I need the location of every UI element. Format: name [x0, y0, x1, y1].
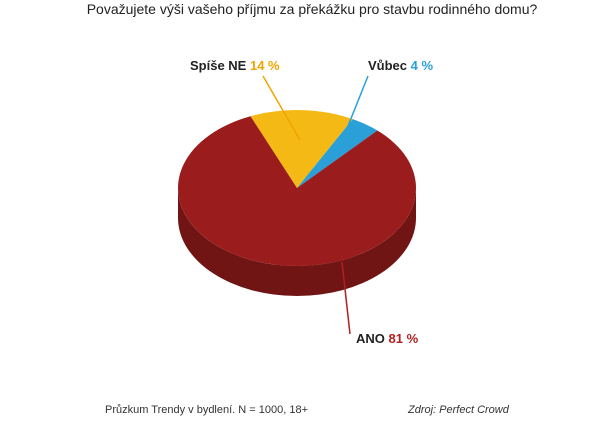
slice-label: Spíše NE 14 % [190, 58, 280, 73]
slice-label: Vůbec 4 % [368, 58, 433, 73]
slice [178, 116, 417, 266]
slice [297, 119, 378, 188]
source: Zdroj: Perfect Crowd [407, 404, 510, 416]
value-label: 81 % [389, 331, 419, 346]
category-label: ANO [356, 331, 385, 346]
leader-line [339, 75, 369, 147]
footnote: Průzkum Trendy v bydlení. N = 1000, 18+ [105, 404, 308, 416]
value-label: 14 % [250, 58, 280, 73]
slice-label: ANO 81 % [356, 331, 419, 346]
slice-side [178, 188, 416, 296]
leader-line [341, 261, 351, 335]
leader-line [262, 75, 301, 141]
category-label: Vůbec [368, 58, 407, 73]
slice [250, 110, 353, 188]
category-label: Spíše NE [190, 58, 247, 73]
chart-title: Považujete výši vašeho příjmu za překážk… [87, 1, 538, 17]
value-label: 4 % [411, 58, 434, 73]
pie [178, 110, 417, 296]
